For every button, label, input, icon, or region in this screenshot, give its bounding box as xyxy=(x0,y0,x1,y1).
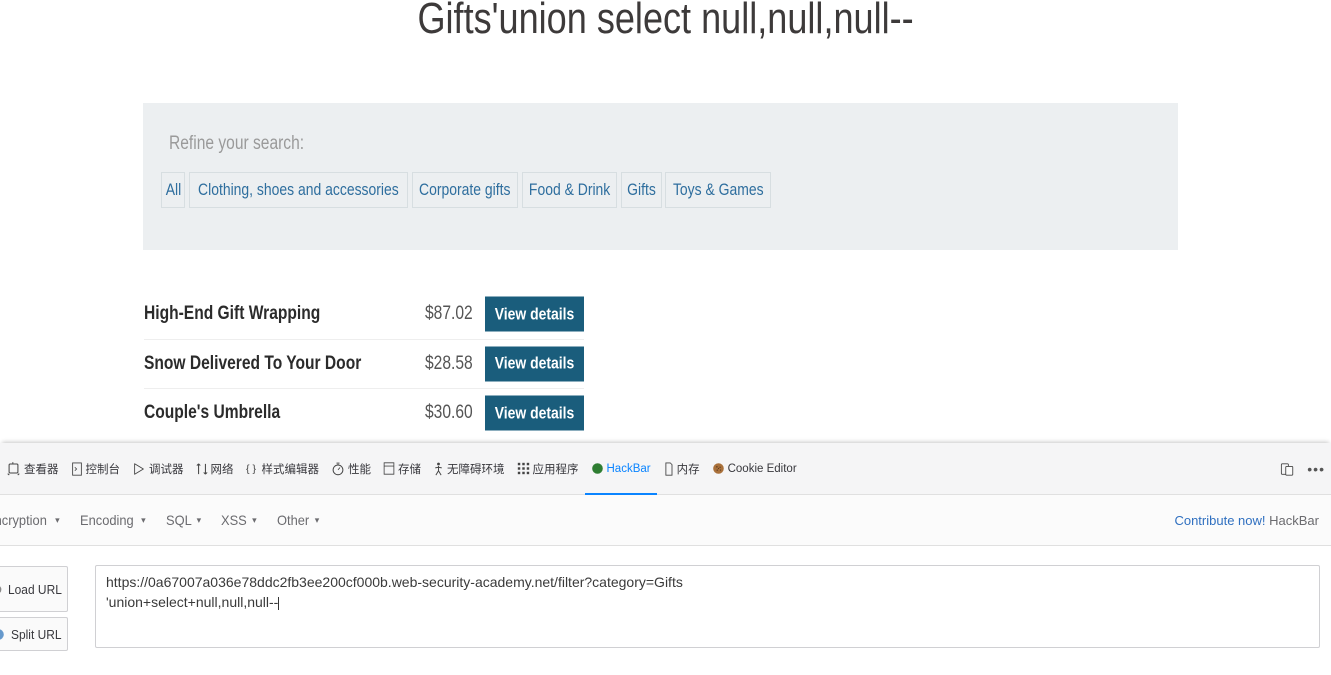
svg-text:{ }: { } xyxy=(246,463,256,475)
